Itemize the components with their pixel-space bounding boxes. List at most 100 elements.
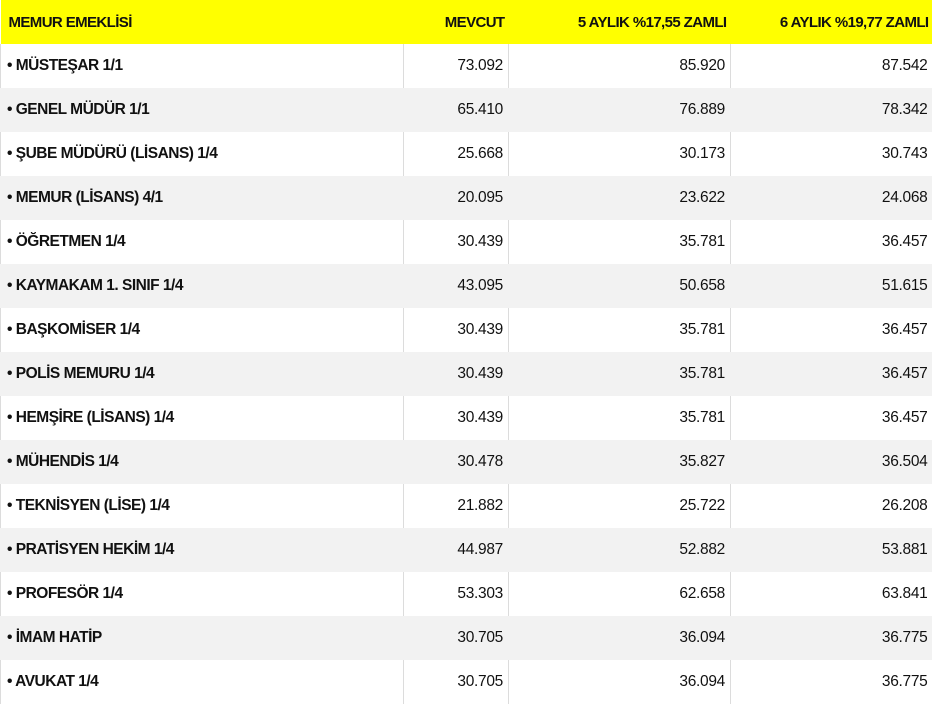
position-label: PROFESÖR 1/4 <box>16 585 123 602</box>
mevcut-value: 30.705 <box>404 660 509 704</box>
position-name: • ÖĞRETMEN 1/4 <box>1 220 404 264</box>
header-row: MEMUR EMEKLİSİ MEVCUT 5 AYLIK %17,55 ZAM… <box>1 0 932 44</box>
five-month-value: 25.722 <box>509 484 731 528</box>
position-label: MÜSTEŞAR 1/1 <box>16 57 123 74</box>
bullet-icon: • <box>7 145 12 162</box>
six-month-value: 24.068 <box>731 176 932 220</box>
position-name: • TEKNİSYEN (LİSE) 1/4 <box>1 484 404 528</box>
position-label: İMAM HATİP <box>16 629 102 646</box>
position-label: TEKNİSYEN (LİSE) 1/4 <box>16 497 170 514</box>
five-month-value: 30.173 <box>509 132 731 176</box>
position-name: • MEMUR (LİSANS) 4/1 <box>1 176 404 220</box>
six-month-value: 36.504 <box>731 440 932 484</box>
bullet-icon: • <box>7 541 12 558</box>
bullet-icon: • <box>7 321 12 338</box>
six-month-value: 36.775 <box>731 660 932 704</box>
position-label: POLİS MEMURU 1/4 <box>16 365 154 382</box>
position-label: KAYMAKAM 1. SINIF 1/4 <box>16 277 183 294</box>
mevcut-value: 30.705 <box>404 616 509 660</box>
six-month-value: 36.457 <box>731 396 932 440</box>
mevcut-value: 20.095 <box>404 176 509 220</box>
position-name: • AVUKAT 1/4 <box>1 660 404 704</box>
position-label: AVUKAT 1/4 <box>15 673 98 690</box>
six-month-value: 36.457 <box>731 308 932 352</box>
bullet-icon: • <box>7 453 12 470</box>
position-label: BAŞKOMİSER 1/4 <box>16 321 140 338</box>
five-month-value: 35.781 <box>509 352 731 396</box>
mevcut-value: 30.439 <box>404 308 509 352</box>
position-name: • ŞUBE MÜDÜRÜ (LİSANS) 1/4 <box>1 132 404 176</box>
six-month-value: 63.841 <box>731 572 932 616</box>
six-month-value: 36.457 <box>731 352 932 396</box>
bullet-icon: • <box>7 585 12 602</box>
five-month-value: 52.882 <box>509 528 731 572</box>
mevcut-value: 53.303 <box>404 572 509 616</box>
position-name: • HEMŞİRE (LİSANS) 1/4 <box>1 396 404 440</box>
six-month-value: 36.775 <box>731 616 932 660</box>
position-name: • POLİS MEMURU 1/4 <box>1 352 404 396</box>
six-month-value: 53.881 <box>731 528 932 572</box>
bullet-icon: • <box>7 497 12 514</box>
header-mevcut: MEVCUT <box>404 0 509 44</box>
five-month-value: 62.658 <box>509 572 731 616</box>
position-label: GENEL MÜDÜR 1/1 <box>16 101 149 118</box>
five-month-value: 50.658 <box>509 264 731 308</box>
mevcut-value: 30.439 <box>404 220 509 264</box>
position-name: • GENEL MÜDÜR 1/1 <box>1 88 404 132</box>
position-name: • PROFESÖR 1/4 <box>1 572 404 616</box>
header-5-aylik: 5 AYLIK %17,55 ZAMLI <box>509 0 731 44</box>
six-month-value: 36.457 <box>731 220 932 264</box>
mevcut-value: 73.092 <box>404 44 509 88</box>
position-label: HEMŞİRE (LİSANS) 1/4 <box>16 409 174 426</box>
five-month-value: 36.094 <box>509 660 731 704</box>
position-name: • MÜHENDİS 1/4 <box>1 440 404 484</box>
six-month-value: 30.743 <box>731 132 932 176</box>
position-name: • İMAM HATİP <box>1 616 404 660</box>
mevcut-value: 30.439 <box>404 396 509 440</box>
mevcut-value: 30.478 <box>404 440 509 484</box>
bullet-icon: • <box>7 629 12 646</box>
mevcut-value: 44.987 <box>404 528 509 572</box>
position-label: PRATİSYEN HEKİM 1/4 <box>16 541 174 558</box>
five-month-value: 35.781 <box>509 308 731 352</box>
header-memur-emeklisi: MEMUR EMEKLİSİ <box>1 0 404 44</box>
bullet-icon: • <box>7 189 12 206</box>
mevcut-value: 30.439 <box>404 352 509 396</box>
header-6-aylik: 6 AYLIK %19,77 ZAMLI <box>731 0 932 44</box>
bullet-icon: • <box>7 277 12 294</box>
bullet-icon: • <box>7 233 12 250</box>
bullet-icon: • <box>7 409 12 426</box>
position-name: • MÜSTEŞAR 1/1 <box>1 44 404 88</box>
five-month-value: 35.827 <box>509 440 731 484</box>
position-label: MÜHENDİS 1/4 <box>16 453 119 470</box>
bullet-icon: • <box>7 673 12 690</box>
six-month-value: 87.542 <box>731 44 932 88</box>
position-label: ÖĞRETMEN 1/4 <box>16 233 125 250</box>
position-name: • PRATİSYEN HEKİM 1/4 <box>1 528 404 572</box>
five-month-value: 36.094 <box>509 616 731 660</box>
six-month-value: 26.208 <box>731 484 932 528</box>
position-name: • KAYMAKAM 1. SINIF 1/4 <box>1 264 404 308</box>
bullet-icon: • <box>7 57 12 74</box>
five-month-value: 35.781 <box>509 396 731 440</box>
position-label: ŞUBE MÜDÜRÜ (LİSANS) 1/4 <box>16 145 218 162</box>
five-month-value: 35.781 <box>509 220 731 264</box>
mevcut-value: 21.882 <box>404 484 509 528</box>
bullet-icon: • <box>7 365 12 382</box>
mevcut-value: 43.095 <box>404 264 509 308</box>
five-month-value: 23.622 <box>509 176 731 220</box>
six-month-value: 51.615 <box>731 264 932 308</box>
